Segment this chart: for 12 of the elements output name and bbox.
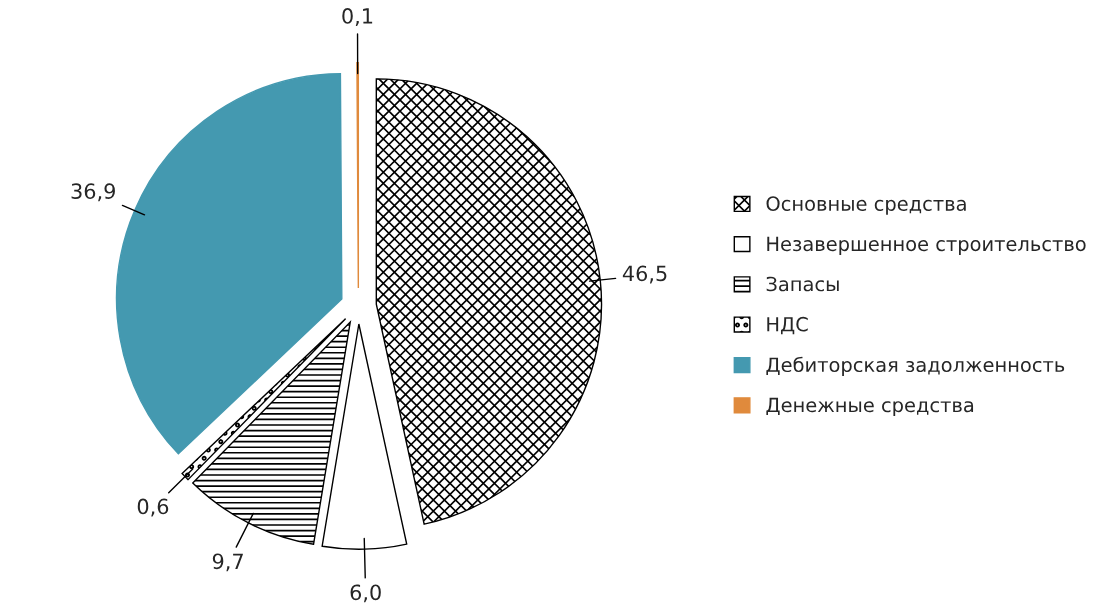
legend-label: Запасы <box>766 276 839 292</box>
data-label: 0,1 <box>342 8 373 26</box>
data-label: 46,5 <box>622 265 667 284</box>
legend-label: НДС <box>767 316 808 335</box>
legend-label: Основные средства <box>766 196 966 215</box>
data-label: 6,0 <box>350 584 381 603</box>
data-label: 0,6 <box>137 498 169 517</box>
data-label: 9,7 <box>212 553 243 572</box>
data-label: 36,9 <box>71 183 115 202</box>
legend-label: Денежные средства <box>766 397 974 417</box>
legend-label: Незавершенное строительство <box>767 236 1086 255</box>
legend-label: Дебиторская задолженность <box>766 356 1065 376</box>
